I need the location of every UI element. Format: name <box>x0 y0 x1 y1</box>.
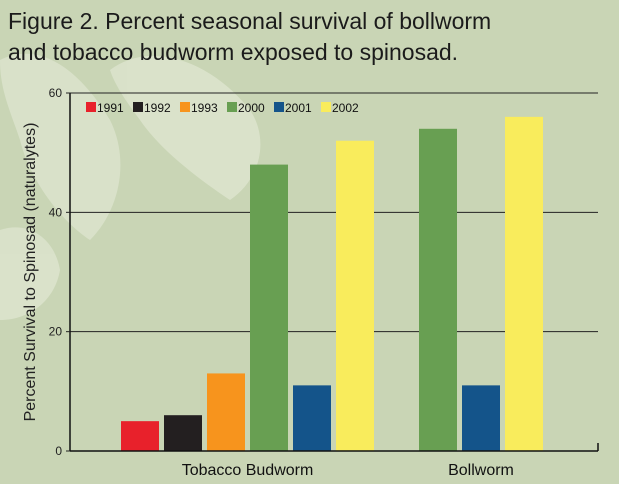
bars <box>121 116 543 452</box>
bar-tobacco-budworm-1991 <box>121 421 159 451</box>
y-tick-label: 60 <box>49 86 63 100</box>
legend-swatch-1992 <box>133 102 143 112</box>
y-tick-label: 40 <box>49 205 63 219</box>
y-tick-label: 20 <box>49 325 63 339</box>
bar-bollworm-2000 <box>419 128 457 452</box>
legend: 1991 1992 1993 2000 2001 2002 <box>86 101 359 115</box>
legend-swatch-1993 <box>180 102 190 112</box>
legend-swatch-2000 <box>227 102 237 112</box>
legend-swatch-1991 <box>86 102 96 112</box>
x-category-label: Tobacco Budworm <box>182 462 314 479</box>
bar-bollworm-2001 <box>462 385 500 451</box>
bar-tobacco-budworm-1992 <box>164 415 202 451</box>
y-tick-label: 0 <box>55 444 62 458</box>
chart-title-line-2: and tobacco budworm exposed to spinosad. <box>8 39 458 65</box>
bar-tobacco-budworm-2000 <box>250 164 288 451</box>
y-ticks: 0 20 40 60 <box>49 86 70 458</box>
leaf-shape <box>0 53 121 240</box>
bar-tobacco-budworm-2002 <box>336 140 374 451</box>
leaf-shape <box>110 55 261 200</box>
legend-swatch-2002 <box>321 102 331 112</box>
x-category-label: Bollworm <box>448 462 514 479</box>
legend-swatch-2001 <box>274 102 284 112</box>
y-axis-title: Percent Survival to Spinosad (naturalyte… <box>22 123 39 422</box>
bar-tobacco-budworm-2001 <box>293 385 331 451</box>
background-leaf-decoration <box>0 53 261 320</box>
legend-label-2001: 2001 <box>285 101 312 115</box>
x-category-labels: Tobacco Budworm Bollworm <box>182 462 514 479</box>
legend-label-1992: 1992 <box>144 101 171 115</box>
bar-tobacco-budworm-1993 <box>207 373 245 451</box>
legend-label-1991: 1991 <box>97 101 124 115</box>
legend-label-2002: 2002 <box>332 101 359 115</box>
plot-area: 0 20 40 60 Tobacco Budworm Bollworm <box>49 86 599 479</box>
legend-label-2000: 2000 <box>238 101 265 115</box>
chart-title-line-1: Figure 2. Percent seasonal survival of b… <box>8 8 491 34</box>
leaf-shape <box>0 227 60 320</box>
bar-bollworm-2002 <box>505 116 543 451</box>
legend-label-1993: 1993 <box>191 101 218 115</box>
